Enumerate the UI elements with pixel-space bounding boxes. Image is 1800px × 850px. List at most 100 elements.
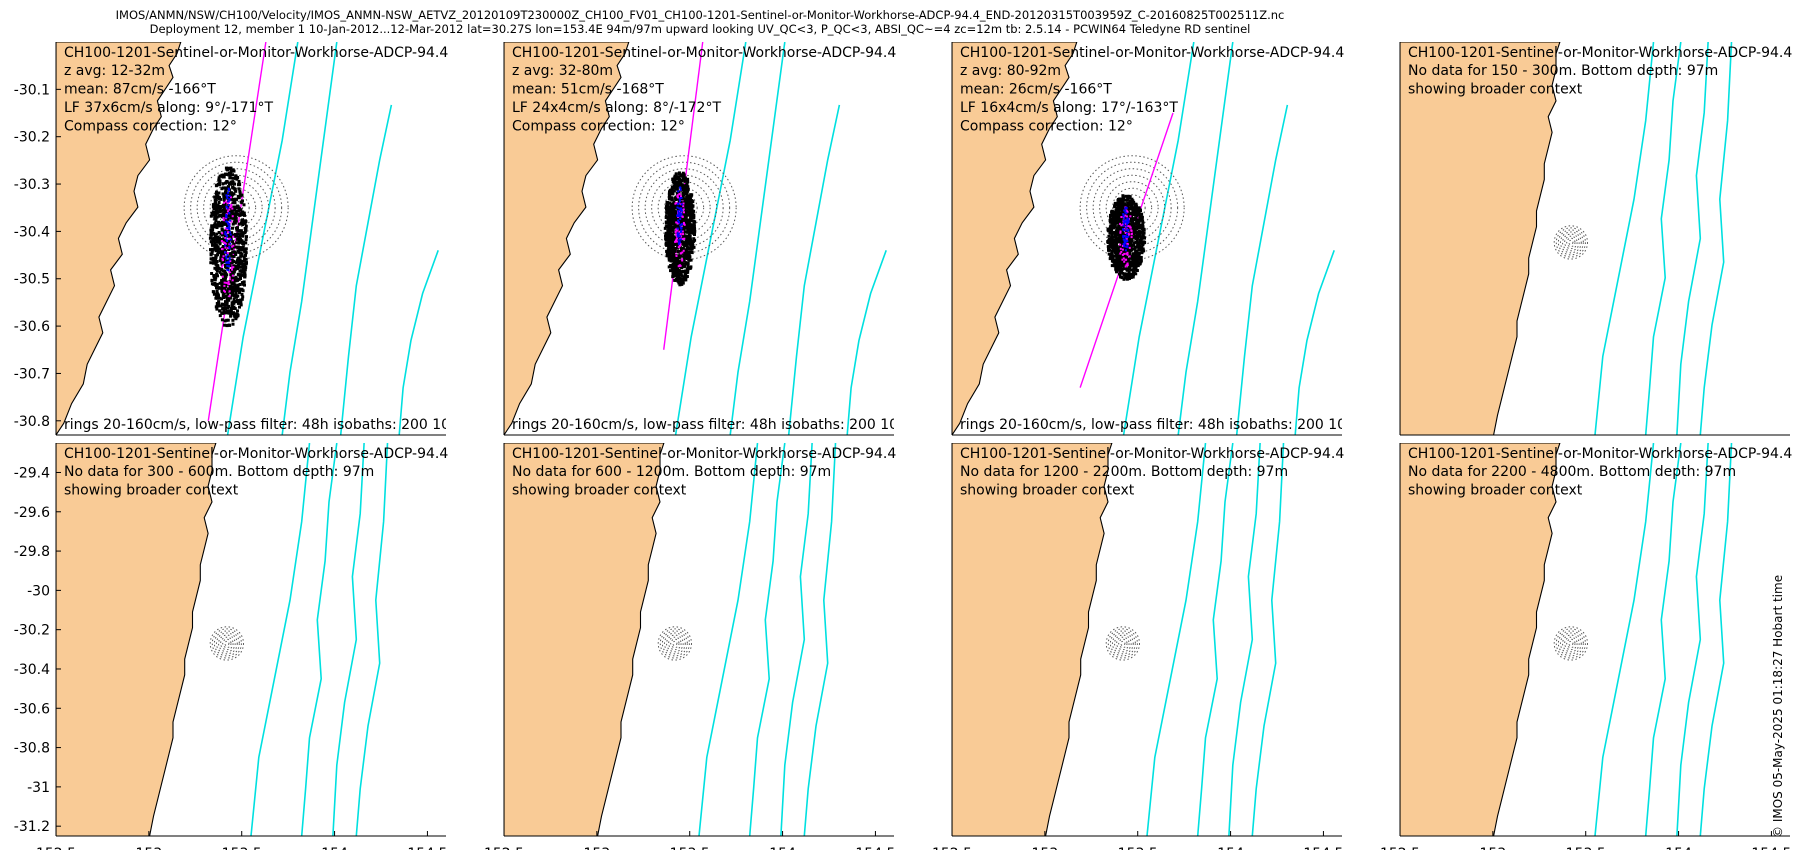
scatter-point	[1115, 251, 1119, 255]
scatter-point	[1129, 268, 1133, 272]
scatter-point	[239, 298, 242, 302]
scatter-point	[689, 244, 693, 248]
lowpass-point	[226, 264, 229, 267]
scatter-point	[679, 254, 683, 258]
panel-info-line: showing broader context	[1408, 82, 1583, 98]
scatter-point	[229, 314, 233, 318]
scatter-point	[1138, 208, 1142, 212]
scatter-point	[209, 228, 213, 232]
scatter-point	[671, 250, 675, 254]
scatter-point	[239, 200, 243, 204]
highpass-point	[675, 228, 678, 231]
scatter-point	[216, 235, 219, 239]
lowpass-point	[680, 223, 683, 226]
scatter-point	[211, 205, 215, 209]
scatter-point	[1107, 240, 1111, 243]
scatter-point	[668, 211, 672, 215]
scatter-point	[1107, 252, 1111, 256]
velocity-ring-5	[215, 632, 238, 655]
scatter-point	[1138, 214, 1142, 218]
highpass-point	[221, 264, 224, 267]
highpass-point	[228, 271, 231, 273]
isobath-3	[1699, 42, 1733, 435]
scatter-point	[685, 244, 689, 248]
scatter-point	[229, 166, 233, 170]
highpass-point	[231, 279, 234, 282]
scatter-point	[1140, 249, 1144, 253]
isobath-3	[846, 250, 887, 435]
scatter-point	[224, 300, 227, 304]
lowpass-point	[227, 269, 230, 272]
scatter-point	[1130, 274, 1133, 277]
scatter-point	[237, 187, 241, 191]
scatter-point	[243, 221, 247, 225]
scatter-point	[1133, 227, 1137, 231]
scatter-point	[230, 304, 234, 308]
scatter-point	[674, 242, 678, 246]
panel-info-line: showing broader context	[64, 483, 239, 499]
scatter-point	[683, 241, 687, 245]
scatter-point	[221, 175, 225, 179]
velocity-ring-2	[670, 638, 680, 649]
isobath-1	[1644, 42, 1682, 435]
scatter-point	[243, 258, 247, 262]
highpass-point	[220, 240, 223, 242]
scatter-point	[220, 311, 224, 315]
velocity-ring-1	[1568, 239, 1574, 246]
scatter-point	[681, 269, 685, 273]
scatter-point	[1120, 225, 1124, 229]
y-tick-label: -30.4	[14, 224, 50, 240]
scatter-point	[686, 177, 690, 181]
scatter-point	[1122, 205, 1126, 209]
lowpass-point	[678, 221, 680, 224]
panel-title: CH100-1201-Sentinel-or-Monitor-Workhorse…	[64, 446, 448, 462]
scatter-point	[239, 237, 242, 241]
scatter-point	[688, 250, 692, 254]
scatter-point	[1130, 197, 1134, 201]
scatter-point	[1140, 215, 1144, 219]
scatter-point	[665, 243, 669, 247]
scatter-point	[684, 242, 688, 246]
highpass-point	[227, 283, 230, 285]
lowpass-point	[1123, 217, 1126, 220]
scatter-point	[670, 185, 674, 189]
scatter-point	[676, 279, 680, 283]
scatter-point	[686, 194, 690, 198]
scatter-point	[1138, 262, 1142, 266]
scatter-point	[685, 252, 689, 256]
scatter-point	[229, 236, 233, 240]
chart-panel-row2-col2: 152.5 153 153.5 154 154.5 CH100-1201-Sentinel…	[484, 443, 896, 850]
scatter-point	[214, 223, 218, 227]
velocity-ring-3	[220, 636, 234, 651]
scatter-point	[225, 180, 229, 184]
scatter-point	[212, 239, 216, 243]
scatter-point	[677, 181, 681, 185]
scatter-point	[214, 283, 218, 287]
highpass-point	[221, 275, 224, 278]
scatter-point	[676, 275, 680, 279]
scatter-point	[238, 191, 242, 195]
lowpass-point	[229, 242, 232, 245]
scatter-point	[687, 200, 691, 203]
highpass-point	[226, 210, 229, 213]
scatter-point	[691, 212, 695, 216]
scatter-point	[210, 278, 214, 282]
scatter-point	[1111, 255, 1114, 259]
scatter-point	[216, 274, 219, 278]
scatter-point	[686, 187, 690, 191]
scatter-point	[229, 246, 233, 250]
scatter-point	[228, 176, 232, 180]
scatter-point	[1131, 275, 1135, 279]
y-tick-label: -30.1	[14, 82, 50, 98]
scatter-point	[1117, 210, 1120, 214]
scatter-point	[1113, 225, 1117, 229]
velocity-ring-2	[222, 638, 232, 649]
highpass-point	[229, 260, 232, 263]
scatter-point	[1110, 221, 1114, 224]
panel-title: CH100-1201-Sentinel-or-Monitor-Workhorse…	[960, 446, 1344, 462]
scatter-point	[1111, 240, 1115, 244]
scatter-point	[223, 323, 227, 327]
scatter-point	[217, 221, 220, 225]
scatter-point	[232, 186, 236, 190]
